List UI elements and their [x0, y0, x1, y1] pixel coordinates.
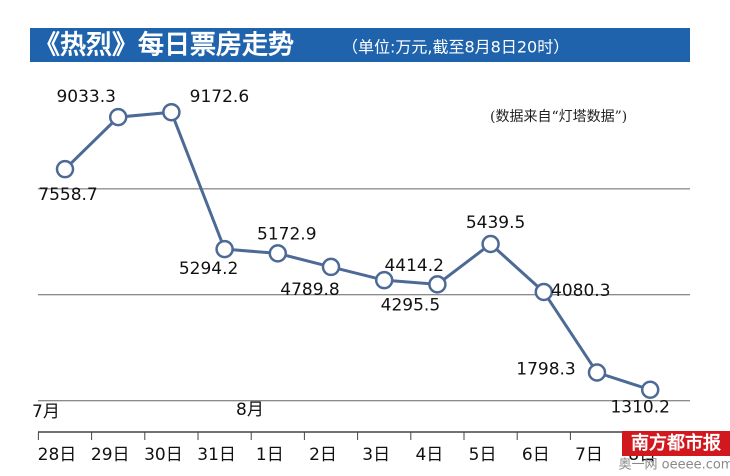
x-tick-label: 28日	[38, 445, 77, 465]
watermark-site: 奥一网 oeeee.com	[619, 458, 730, 473]
x-tick-label: 1日	[256, 445, 284, 465]
x-tick-label: 29日	[91, 445, 130, 465]
data-label: 1310.2	[610, 398, 669, 418]
data-label: 4789.8	[280, 280, 339, 300]
point	[55, 159, 75, 179]
point	[268, 244, 288, 263]
point	[640, 380, 660, 399]
x-tick-label: 5日	[469, 445, 497, 465]
watermark-name: 南方都市报	[631, 432, 721, 454]
data-label: 7558.7	[38, 185, 97, 205]
data-label: 5294.2	[179, 259, 238, 279]
watermark: 南方都市报 奥一网 oeeee.com	[619, 431, 730, 473]
line	[63, 110, 651, 392]
x-tick-label: 31日	[197, 445, 236, 465]
month-label: 7月	[32, 402, 60, 422]
point	[428, 275, 447, 294]
x-tick-label: 7日	[575, 445, 603, 465]
data-label: 4414.2	[384, 256, 443, 276]
data-label: 5439.5	[466, 213, 525, 233]
x-tick-label: 6日	[522, 445, 550, 465]
point	[481, 234, 500, 254]
data-label: 4080.3	[551, 281, 610, 301]
point	[108, 107, 128, 127]
point	[534, 282, 554, 302]
x-tick-label: 30日	[144, 445, 183, 465]
point	[321, 257, 341, 277]
x-tick-label: 4日	[415, 445, 443, 465]
data-label: 9033.3	[56, 87, 115, 107]
x-tick-label: 3日	[362, 445, 390, 465]
chart-title: 《热烈》每日票房走势	[34, 30, 294, 61]
data-label: 9172.6	[190, 87, 249, 107]
month-label: 8月	[236, 400, 264, 420]
source-note: (数据来自“灯塔数据”)	[490, 109, 627, 125]
data-label: 1798.3	[516, 360, 575, 380]
point	[374, 270, 394, 290]
point	[162, 102, 181, 122]
title-bar	[30, 28, 690, 62]
point	[215, 239, 234, 259]
watermark-box	[622, 431, 730, 456]
chart-subtitle: （单位:万元,截至8月8日20时）	[342, 38, 569, 57]
data-label: 5172.9	[257, 224, 316, 244]
point	[587, 363, 607, 382]
x-tick-label: 2日	[309, 445, 337, 465]
data-label: 4295.5	[381, 295, 440, 315]
